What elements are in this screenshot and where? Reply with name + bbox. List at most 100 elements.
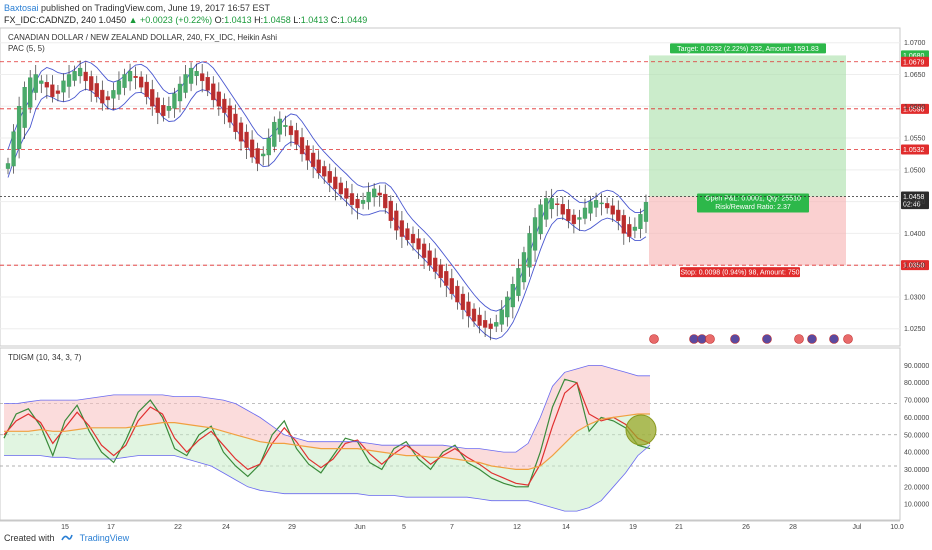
event-flag-icon [705,334,715,344]
candle-body [555,203,560,205]
candle-body [183,74,188,93]
time-tick-label: 5 [402,524,406,531]
time-tick-label: 15 [61,524,69,531]
candle-body [161,105,166,117]
price-tick-label: 1.0400 [904,231,926,238]
risk-reward-label: Risk/Reward Ratio: 2.37 [715,204,791,211]
price-level-tag [901,56,929,67]
price-tick-label: 1.0450 [904,199,926,206]
price-level-label: 1.0679 [903,59,925,66]
candle-body [127,71,133,82]
open-pl-tag [697,193,809,213]
high-value: 1.0458 [263,15,291,25]
price-pane[interactable]: Target: 0.0232 (2.22%) 232, Amount: 1591… [0,27,929,347]
candle-body [194,71,199,77]
candle-body [122,74,127,88]
candle-body [144,81,149,97]
time-tick-label: Jul [853,524,862,531]
low-value: 1.0413 [300,15,329,25]
up-arrow-icon: ▲ [128,15,138,25]
candle-body [538,204,543,235]
time-axis[interactable]: 15 17 22 24 29 Jun 5 7 12 14 19 21 26 28 Jul 10.0 [0,520,904,531]
candle-body [50,84,55,97]
osc-tick-label: 90.0000 [904,363,929,370]
candle-body [460,293,466,310]
oscillator-title: TDIGM (10, 34, 3, 7) [8,353,82,362]
time-tick-label: 21 [675,524,683,531]
event-flag-icon [689,334,699,344]
candle-body [233,113,238,132]
price-change: +0.0023 (+0.22%) [140,15,213,25]
candle-body [72,71,77,81]
event-flag-icon [697,334,707,344]
candle-body [549,198,554,210]
candle-body [560,204,565,215]
series-upper-band [4,365,650,453]
candle-body [272,121,277,147]
candle-body [227,105,233,123]
candle-body [338,182,344,195]
tradingview-brand[interactable]: TradingView [79,533,130,543]
osc-tick-label: 60.0000 [904,415,929,422]
position-tool[interactable]: Target: 0.0232 (2.22%) 232, Amount: 1591… [649,43,846,278]
series-market-base [4,413,650,470]
time-tick-label: 12 [513,524,521,531]
candle-body [377,192,382,196]
price-level-label: 1.0458 [903,194,925,201]
osc-tick-label: 80.0000 [904,380,929,387]
created-with-label: Created with [4,533,55,543]
candle-body [211,83,216,101]
candle-body [244,131,249,148]
candle-body [616,209,621,221]
price-axis[interactable]: 1.07001.06501.06001.05501.05001.04501.04… [904,40,926,333]
candle-body [61,80,66,93]
pac-lower-band [7,88,647,340]
event-flag-icon [649,334,659,344]
candle-body [344,188,349,199]
candle-body [610,205,615,215]
candle-body [566,209,571,221]
candle-body [372,188,377,198]
candle-body [643,202,649,222]
author-link[interactable]: Baxtosai [4,3,39,13]
candle-body [316,159,321,174]
candle-body [360,200,366,204]
candle-body [366,191,371,203]
price-level-label: 1.0350 [903,263,925,270]
candle-body [94,83,99,97]
candle-body [44,81,49,88]
economic-event-icons[interactable] [649,334,853,344]
price-level-tag [901,103,929,114]
candle-body [222,98,227,113]
oscillator-pane[interactable]: 90.0000 80.0000 70.0000 60.0000 50.0000 40.00… [0,347,929,521]
price-tick-label: 1.0300 [904,294,926,301]
time-tick-label: Jun [354,524,365,531]
candle-body [39,80,44,84]
stop-tag [680,267,800,278]
candle-body [488,323,493,329]
lower-band-fill [4,414,650,512]
price-tick-label: 1.0650 [904,72,926,79]
time-tick-label: 29 [288,524,296,531]
profit-zone [649,55,846,197]
open-pl-label: Open P&L: 0.0001, Qty: 25510 [705,196,801,203]
candle-body [532,217,538,251]
oscillator-axis[interactable]: 90.0000 80.0000 70.0000 60.0000 50.0000 40.00… [904,363,929,509]
candle-body [22,87,27,128]
candle-body [571,214,577,225]
candle-body [255,148,260,164]
price-tick-label: 1.0700 [904,40,926,47]
osc-tick-label: 50.0000 [904,432,929,439]
osc-tick-label: 30.0000 [904,467,929,474]
candle-body [111,90,116,99]
price-tick-label: 1.0600 [904,104,926,111]
candle-body [261,153,266,157]
candle-body [327,171,332,183]
price-level-label: 1.0680 [903,53,925,60]
publish-info: published on TradingView.com, June 19, 2… [41,3,271,13]
event-flag-icon [843,334,853,344]
candle-body [416,238,421,250]
candle-body [516,268,521,296]
candle-body [355,198,360,209]
